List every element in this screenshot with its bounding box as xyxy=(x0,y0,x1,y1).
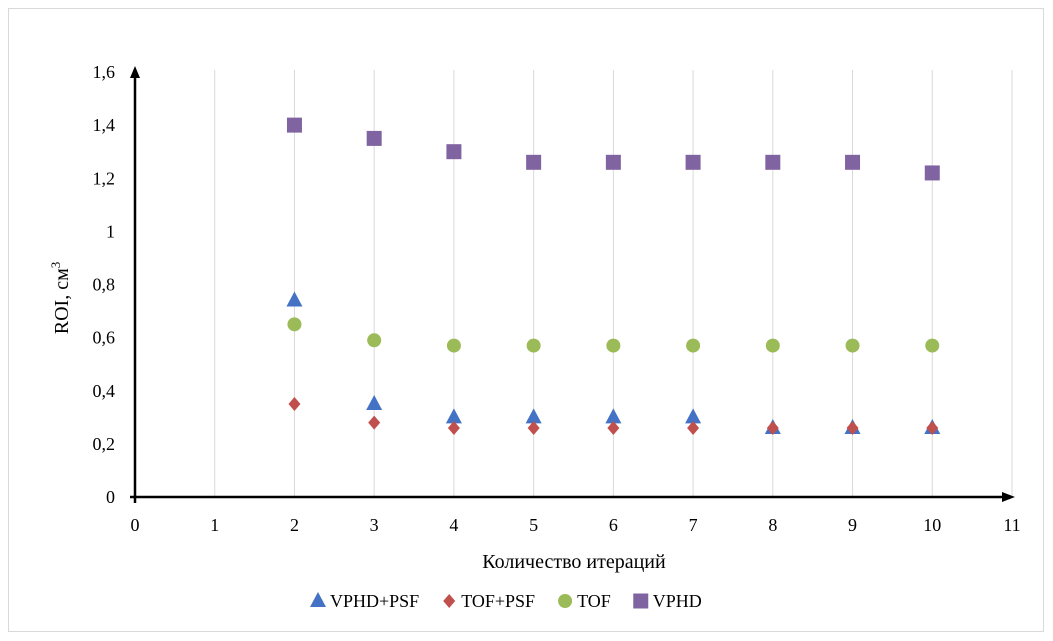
y-axis-title: ROI, см3 xyxy=(48,262,73,334)
data-point xyxy=(845,338,860,353)
data-point xyxy=(286,117,302,133)
x-tick-label: 10 xyxy=(923,515,941,535)
legend-marker xyxy=(443,594,456,608)
data-point xyxy=(685,154,701,170)
y-tick-label: 0,8 xyxy=(93,275,116,295)
y-axis-title-superscript: 3 xyxy=(48,262,63,269)
y-tick-label: 0,4 xyxy=(93,381,116,401)
x-tick-label: 2 xyxy=(290,515,299,535)
y-axis-arrow xyxy=(130,66,140,78)
y-axis-title-main: ROI, см xyxy=(51,268,73,334)
data-point xyxy=(605,408,622,424)
y-tick-label: 1,6 xyxy=(93,62,116,82)
y-tick-label: 0 xyxy=(106,487,115,507)
data-point xyxy=(366,130,382,146)
legend-label: TOF xyxy=(577,591,611,611)
data-point xyxy=(447,420,460,435)
data-point xyxy=(525,408,542,424)
data-point xyxy=(685,408,702,424)
x-tick-label: 11 xyxy=(1003,515,1020,535)
x-tick-label: 6 xyxy=(609,515,618,535)
data-point xyxy=(605,154,621,170)
data-point xyxy=(446,144,462,160)
data-point xyxy=(286,291,303,307)
data-point xyxy=(765,338,780,353)
data-point xyxy=(606,338,621,353)
data-point xyxy=(527,420,540,435)
x-tick-label: 8 xyxy=(768,515,777,535)
y-tick-labels: 0 0,2 0,4 0,6 0,8 1 1,2 1,4 1,6 xyxy=(93,62,116,507)
x-tick-label: 0 xyxy=(131,515,140,535)
chart-frame xyxy=(8,8,1044,632)
data-point xyxy=(845,154,861,170)
data-point xyxy=(924,165,940,181)
data-point xyxy=(288,397,301,412)
legend-marker xyxy=(633,593,649,609)
data-point xyxy=(846,420,859,435)
data-points xyxy=(286,117,941,435)
legend-label: TOF+PSF xyxy=(461,591,535,611)
data-point xyxy=(687,420,700,435)
data-point xyxy=(367,333,382,348)
legend-item: TOF xyxy=(558,591,611,611)
y-tick-label: 1 xyxy=(106,221,115,241)
data-point xyxy=(366,395,383,411)
y-tick-label: 1,2 xyxy=(93,168,116,188)
data-point xyxy=(526,154,542,170)
legend-label: VPHD xyxy=(653,591,702,611)
data-point xyxy=(765,154,781,170)
x-tick-label: 3 xyxy=(370,515,379,535)
data-point xyxy=(766,420,779,435)
x-axis-title: Количество итераций xyxy=(482,551,666,573)
y-tick-label: 0,2 xyxy=(93,434,116,454)
data-point xyxy=(926,420,939,435)
legend-item: VPHD+PSF xyxy=(310,591,419,611)
data-point xyxy=(445,408,462,424)
legend-item: VPHD xyxy=(633,591,702,611)
x-tick-labels: 0 1 2 3 4 5 6 7 8 9 10 11 xyxy=(131,515,1021,535)
data-point xyxy=(686,338,701,353)
axes xyxy=(130,66,1015,503)
legend-marker xyxy=(310,592,326,607)
legend-item: TOF+PSF xyxy=(443,591,535,611)
x-axis-arrow xyxy=(1002,492,1015,502)
data-point xyxy=(287,317,302,332)
y-tick-label: 0,6 xyxy=(93,328,116,348)
x-tick-label: 9 xyxy=(848,515,857,535)
data-point xyxy=(368,415,381,430)
legend: VPHD+PSF TOF+PSF TOF VPHD xyxy=(310,591,702,611)
data-point xyxy=(526,338,541,353)
x-tick-label: 7 xyxy=(689,515,698,535)
data-point xyxy=(446,338,461,353)
series-tof xyxy=(287,317,940,353)
legend-label: VPHD+PSF xyxy=(330,591,419,611)
series-tof-psf xyxy=(288,397,939,435)
y-tick-label: 1,4 xyxy=(93,115,116,135)
data-point xyxy=(607,420,620,435)
x-tick-label: 1 xyxy=(210,515,219,535)
x-tick-label: 5 xyxy=(529,515,538,535)
legend-marker xyxy=(558,594,573,608)
data-point xyxy=(925,338,940,353)
x-tick-label: 4 xyxy=(449,515,458,535)
series-vphd xyxy=(286,117,940,181)
